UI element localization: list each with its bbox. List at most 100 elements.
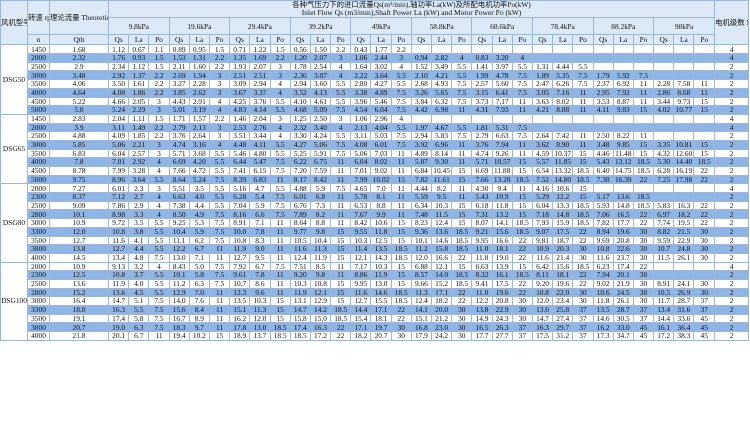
table-title-en: Inlet Flow Qs (m3/min),Shaft Power La (k…: [301, 8, 522, 18]
value-cell: 11: [632, 96, 655, 107]
value-cell: 12.4: [430, 218, 453, 228]
value-cell: 8.91: [653, 278, 675, 289]
value-cell: 9.61: [229, 270, 251, 280]
value-cell: 4.32: [653, 148, 675, 159]
value-cell: [632, 183, 655, 194]
value-cell: 2.34: [107, 61, 130, 72]
value-cell: 6.63: [491, 131, 513, 141]
value-cell: 2.94: [289, 79, 311, 89]
value-cell: 2.95: [592, 87, 614, 98]
value-cell: 15: [632, 148, 655, 159]
value-cell: 29.7: [552, 322, 574, 333]
value-cell: 5.65: [430, 87, 453, 98]
value-cell: 33.6: [673, 313, 695, 324]
value-cell: 11.48: [612, 148, 634, 159]
value-cell: 2.68: [410, 79, 433, 89]
value-cell: 5.5: [148, 218, 170, 228]
value-cell: 9.59: [653, 235, 675, 246]
value-cell: 16.39: [612, 174, 634, 185]
value-cell: 11.9: [107, 278, 130, 289]
value-cell: 30: [390, 322, 412, 333]
value-cell: 3.27: [168, 79, 190, 89]
value-cell: 15: [451, 200, 473, 211]
value-cell: 18.5: [572, 209, 594, 220]
value-cell: 10.02: [370, 174, 392, 185]
value-cell: 7.5: [208, 218, 231, 228]
pole-cell: 4: [714, 183, 750, 194]
value-cell: 2.57: [471, 79, 493, 89]
value-cell: [410, 113, 433, 124]
value-cell: 2.92: [107, 70, 130, 81]
value-cell: 7.94: [491, 139, 513, 150]
value-cell: 6.01: [289, 192, 311, 202]
value-cell: [491, 113, 513, 124]
pole-cell: 2: [714, 87, 750, 98]
table-row: 2500 2.9 2.34 1.12 1.5 2.11 1.60 2.2 1.93 2.07 3 1.…: [1, 61, 750, 72]
value-cell: 4.66: [107, 96, 130, 107]
value-cell: 1.5: [208, 44, 231, 55]
value-cell: 11: [511, 139, 533, 150]
value-cell: [673, 270, 695, 280]
value-cell: 30: [693, 244, 716, 254]
value-cell: 14.4: [350, 305, 372, 315]
value-cell: 8.4: [188, 305, 210, 315]
value-cell: 3.40: [309, 122, 332, 133]
pole-cell: 2: [714, 305, 750, 315]
pole-cell: 2: [714, 313, 750, 324]
value-cell: 7.5: [269, 157, 291, 168]
value-cell: 10.6: [592, 287, 614, 298]
value-cell: 5.5: [148, 244, 170, 254]
value-cell: 7.25: [653, 174, 675, 185]
value-cell: 9.95: [471, 235, 493, 246]
value-cell: 4.08: [107, 87, 130, 98]
value-cell: 5.83: [653, 200, 675, 211]
value-cell: 16.3: [107, 305, 130, 315]
value-cell: 4.74: [168, 139, 190, 150]
value-cell: 1.06: [350, 53, 372, 63]
value-cell: 11.7: [653, 296, 675, 307]
value-cell: 11.3: [410, 287, 433, 298]
value-cell: 3: [148, 96, 170, 107]
value-cell: 17.1: [430, 287, 453, 298]
value-cell: 7.5: [632, 70, 655, 81]
value-cell: 30: [451, 313, 473, 324]
qth-cell: 1.68: [49, 44, 109, 55]
value-cell: 13.8: [471, 305, 493, 315]
value-cell: [491, 44, 513, 55]
value-cell: 15: [511, 209, 533, 220]
value-cell: 4.78: [491, 70, 513, 81]
value-cell: 4.88: [289, 183, 311, 194]
value-cell: 10.81: [673, 139, 695, 150]
value-cell: 14.9: [471, 313, 493, 324]
value-cell: 4.08: [350, 139, 372, 150]
value-cell: 2.94: [410, 131, 433, 141]
value-cell: 4.8: [128, 252, 150, 263]
value-cell: 5.5: [208, 148, 231, 159]
value-cell: [592, 53, 614, 63]
value-cell: 15.9: [552, 218, 574, 228]
value-cell: 2.05: [128, 96, 150, 107]
column-subheader: Qs: [289, 34, 311, 46]
value-cell: 11: [330, 270, 352, 280]
value-cell: 5.9: [249, 200, 271, 211]
value-cell: 15: [451, 218, 473, 228]
rpm-cell: 2500: [27, 278, 50, 289]
table-row: 2000 3.9 3.11 1.49 2.2 2.79 2.13 3 2.53 2.76 4 2.32…: [1, 122, 750, 133]
value-cell: 7.58: [673, 79, 695, 89]
value-cell: 7.1: [249, 218, 271, 228]
value-cell: 11.6: [531, 252, 554, 263]
value-cell: 5.01: [168, 105, 190, 115]
value-cell: 30: [451, 305, 473, 315]
value-cell: 11: [390, 200, 412, 211]
value-cell: 2.28: [653, 79, 675, 89]
value-cell: 3: [208, 122, 231, 133]
value-cell: 17.3: [592, 331, 614, 341]
value-cell: 7.52: [531, 174, 554, 185]
rpm-cell: 4000: [27, 157, 50, 168]
value-cell: 19.5: [673, 218, 695, 228]
value-cell: 1.86: [128, 87, 150, 98]
table-row: DSG50 1450 1.68 1.12 0.67 1.1 0.89 0.95 1.5 0.71 1…: [0, 44, 750, 115]
value-cell: 5.92: [612, 70, 634, 81]
value-cell: 9.41: [471, 278, 493, 289]
value-cell: 7.5: [208, 209, 231, 220]
